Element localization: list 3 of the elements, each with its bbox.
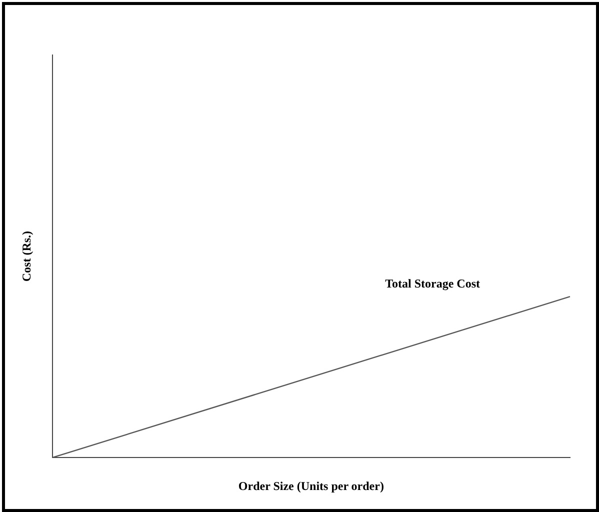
text: Total Storage Cost (385, 276, 480, 291)
x-axis-title: Order Size (Units per order) (238, 478, 384, 493)
y-axis-title: Cost (Rs.) (19, 230, 34, 282)
